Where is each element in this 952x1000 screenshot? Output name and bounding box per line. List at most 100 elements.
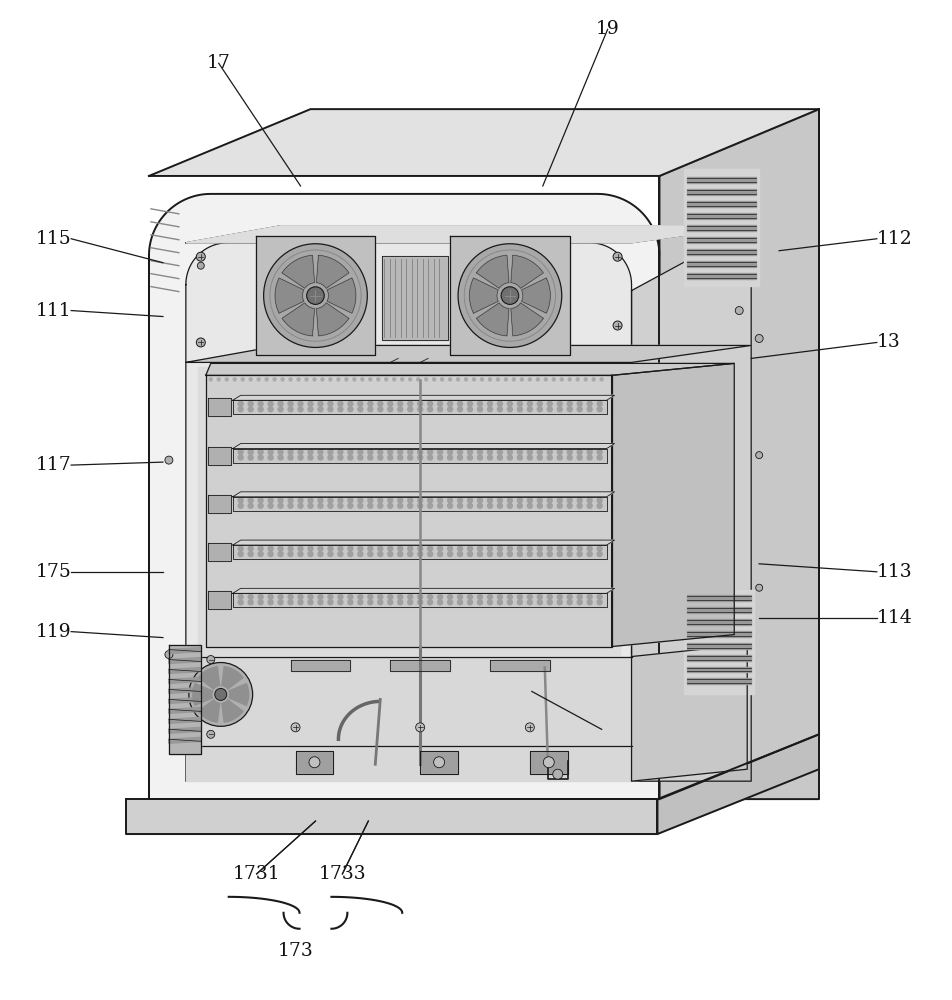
Circle shape (417, 594, 423, 600)
Circle shape (466, 449, 473, 455)
Circle shape (546, 454, 552, 461)
Circle shape (397, 454, 403, 461)
Circle shape (268, 449, 273, 455)
Polygon shape (186, 243, 631, 781)
Circle shape (377, 454, 383, 461)
Circle shape (576, 449, 583, 455)
Polygon shape (232, 540, 614, 545)
Circle shape (466, 497, 473, 503)
Circle shape (546, 497, 552, 503)
Circle shape (327, 377, 332, 382)
Circle shape (440, 377, 444, 382)
Circle shape (612, 252, 622, 261)
Polygon shape (529, 751, 567, 774)
Circle shape (397, 503, 403, 509)
Circle shape (387, 454, 393, 461)
Polygon shape (686, 261, 755, 267)
Circle shape (288, 401, 293, 407)
Circle shape (344, 377, 348, 382)
Circle shape (456, 449, 463, 455)
Circle shape (407, 449, 413, 455)
Circle shape (543, 377, 547, 382)
Circle shape (486, 594, 492, 600)
Circle shape (357, 454, 363, 461)
Polygon shape (631, 226, 750, 781)
Circle shape (377, 551, 383, 557)
Circle shape (506, 401, 512, 407)
Polygon shape (611, 363, 733, 647)
Circle shape (317, 449, 324, 455)
Circle shape (556, 551, 563, 557)
Circle shape (536, 449, 543, 455)
Circle shape (387, 401, 393, 407)
Circle shape (486, 449, 492, 455)
Polygon shape (631, 645, 746, 781)
Circle shape (585, 449, 592, 455)
Polygon shape (198, 700, 219, 722)
Polygon shape (232, 449, 606, 463)
Circle shape (506, 497, 512, 503)
Circle shape (367, 497, 373, 503)
Circle shape (506, 594, 512, 600)
Circle shape (565, 401, 572, 407)
Circle shape (546, 545, 552, 552)
Circle shape (446, 406, 453, 412)
Circle shape (337, 545, 344, 552)
Circle shape (426, 401, 433, 407)
Circle shape (407, 545, 413, 552)
Circle shape (426, 454, 433, 461)
Circle shape (297, 449, 304, 455)
Circle shape (277, 594, 284, 600)
Circle shape (596, 497, 603, 503)
Circle shape (596, 406, 603, 412)
Circle shape (268, 406, 273, 412)
Polygon shape (169, 677, 201, 683)
Polygon shape (275, 278, 304, 313)
Circle shape (487, 377, 491, 382)
Circle shape (196, 252, 205, 261)
Circle shape (208, 377, 212, 382)
Circle shape (519, 377, 524, 382)
Circle shape (277, 449, 284, 455)
Circle shape (288, 449, 293, 455)
Circle shape (400, 377, 404, 382)
Circle shape (225, 377, 228, 382)
Circle shape (506, 599, 512, 605)
Polygon shape (327, 278, 355, 313)
Polygon shape (149, 256, 659, 799)
Circle shape (436, 551, 443, 557)
Polygon shape (686, 678, 750, 684)
Circle shape (466, 551, 473, 557)
Circle shape (466, 454, 473, 461)
Circle shape (536, 401, 543, 407)
Circle shape (476, 454, 483, 461)
Circle shape (297, 497, 304, 503)
Circle shape (424, 377, 427, 382)
Circle shape (496, 551, 503, 557)
Circle shape (248, 551, 253, 557)
Circle shape (277, 401, 284, 407)
Circle shape (516, 449, 523, 455)
Circle shape (268, 594, 273, 600)
Polygon shape (686, 595, 750, 601)
Circle shape (257, 406, 264, 412)
Circle shape (397, 551, 403, 557)
Circle shape (391, 377, 396, 382)
Circle shape (288, 503, 293, 509)
Circle shape (307, 599, 313, 605)
Circle shape (576, 401, 583, 407)
Circle shape (486, 497, 492, 503)
Circle shape (277, 454, 284, 461)
Circle shape (585, 503, 592, 509)
Circle shape (257, 401, 264, 407)
Circle shape (407, 594, 413, 600)
Circle shape (347, 401, 353, 407)
Circle shape (585, 594, 592, 600)
Polygon shape (686, 619, 750, 625)
Circle shape (496, 454, 503, 461)
Circle shape (277, 551, 284, 557)
Circle shape (347, 449, 353, 455)
Circle shape (559, 377, 564, 382)
Circle shape (407, 454, 413, 461)
Circle shape (357, 599, 363, 605)
